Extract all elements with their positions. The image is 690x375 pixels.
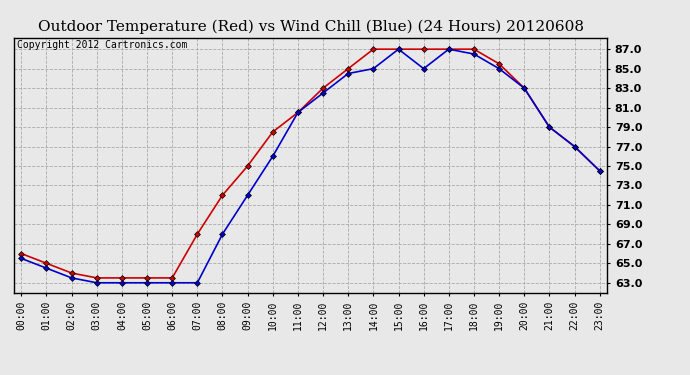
Text: Copyright 2012 Cartronics.com: Copyright 2012 Cartronics.com — [17, 40, 187, 50]
Title: Outdoor Temperature (Red) vs Wind Chill (Blue) (24 Hours) 20120608: Outdoor Temperature (Red) vs Wind Chill … — [37, 19, 584, 33]
